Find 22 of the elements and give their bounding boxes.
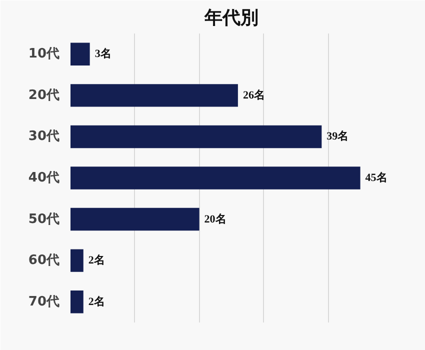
y-tick-label: 20代 [28,88,60,103]
bar [70,125,322,148]
y-tick-label: 40代 [28,170,60,186]
bar [70,290,84,314]
bar [70,42,90,66]
data-label: 39名 [326,130,349,143]
y-tick-label: 10代 [28,46,60,62]
chart-title: 年代別 [204,8,258,28]
y-tick-label: 60代 [28,253,60,268]
data-label: 20名 [204,212,226,226]
bar [70,166,360,190]
data-label: 26名 [242,88,265,102]
y-tick-label: 30代 [28,129,60,144]
y-tick-label: 50代 [28,212,60,227]
data-label: 3名 [94,47,112,60]
bar [70,84,238,107]
data-label: 2名 [88,254,105,267]
bar [70,208,200,231]
data-label: 2名 [88,294,105,308]
bar [70,249,84,272]
data-label: 45名 [365,171,388,184]
y-tick-label: 70代 [28,294,60,310]
